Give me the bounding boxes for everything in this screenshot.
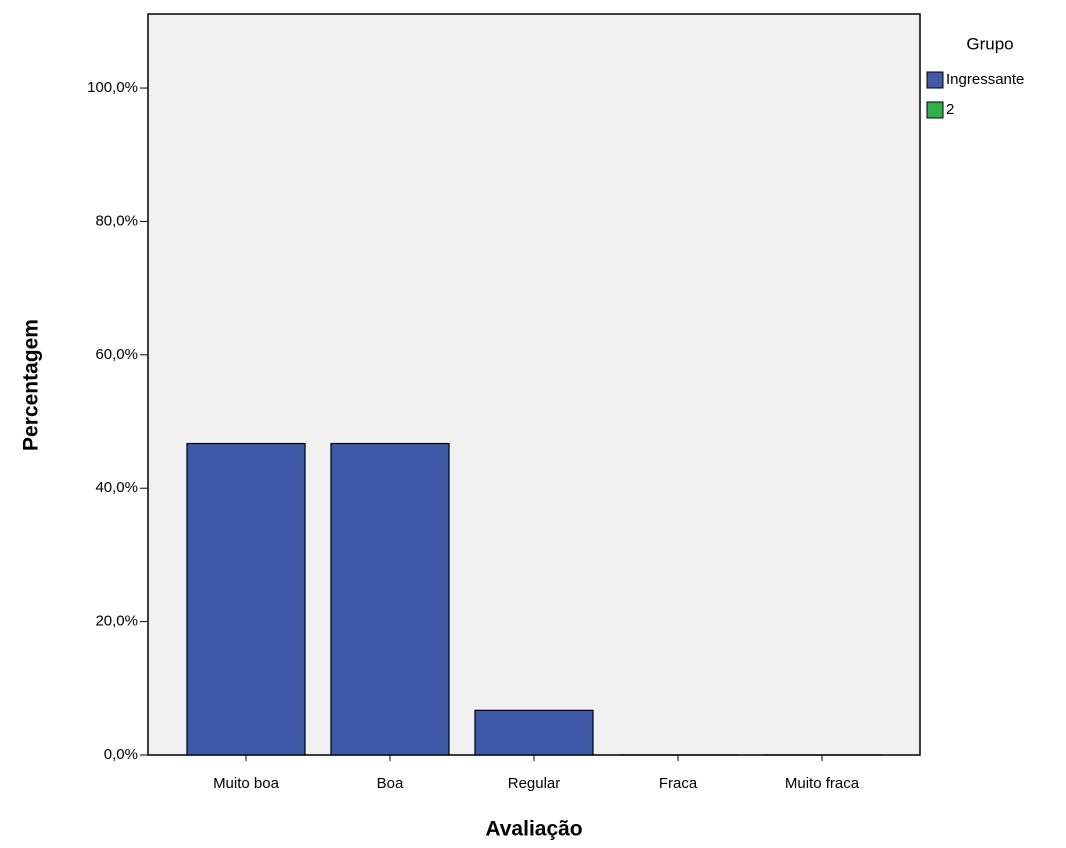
bar (186, 442, 306, 756)
y-tick-label: 60,0% (95, 346, 138, 363)
bar (474, 709, 594, 756)
x-tick-label: Muito fraca (785, 775, 860, 792)
y-tick-label: 0,0% (104, 746, 138, 763)
bar (330, 442, 450, 756)
x-tick-label: Fraca (659, 775, 698, 792)
x-tick-label: Regular (508, 775, 561, 792)
x-tick-label: Muito boa (213, 775, 280, 792)
x-axis-title: Avaliação (485, 818, 582, 841)
legend-label: Ingressante (946, 71, 1024, 88)
x-tick-label: Boa (377, 775, 404, 792)
y-tick-label: 40,0% (95, 479, 138, 496)
y-tick-label: 80,0% (95, 212, 138, 229)
legend-swatch (926, 71, 944, 89)
legend-title: Grupo (966, 34, 1013, 53)
legend-label: 2 (946, 101, 954, 118)
legend-swatch (926, 101, 944, 119)
y-tick-label: 100,0% (87, 79, 138, 96)
y-tick-label: 20,0% (95, 613, 138, 630)
y-axis-title: Percentagem (20, 319, 43, 451)
